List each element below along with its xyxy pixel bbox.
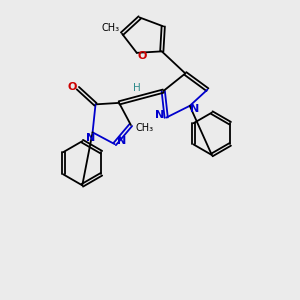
Text: N: N <box>86 133 96 142</box>
Text: O: O <box>67 82 77 92</box>
Text: H: H <box>133 83 141 93</box>
Text: O: O <box>137 51 147 61</box>
Text: N: N <box>190 104 200 114</box>
Text: CH₃: CH₃ <box>135 123 153 133</box>
Text: N: N <box>116 136 126 146</box>
Text: N: N <box>155 110 164 120</box>
Text: CH₃: CH₃ <box>101 23 119 33</box>
